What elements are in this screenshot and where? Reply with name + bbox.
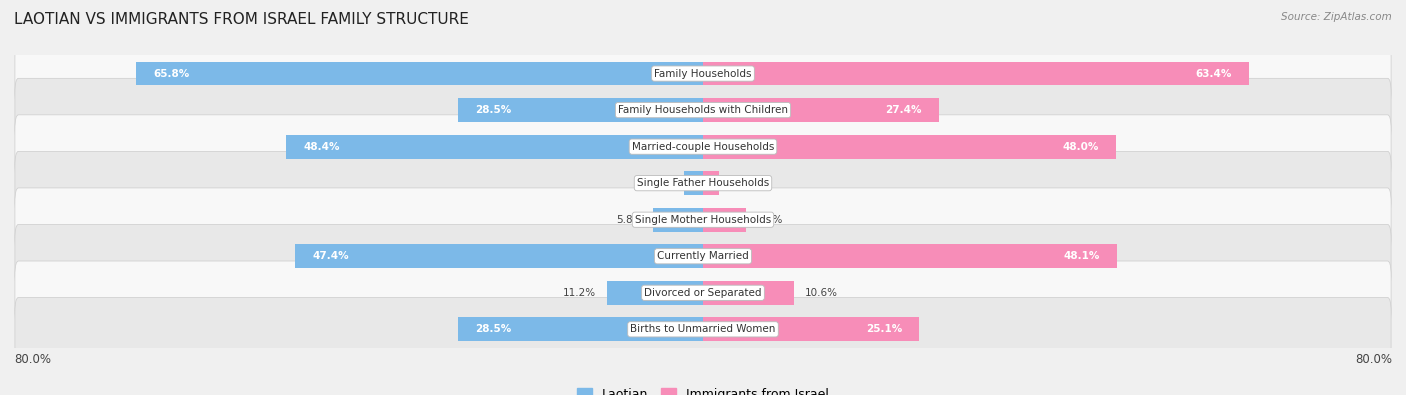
Text: 5.0%: 5.0% — [756, 215, 783, 225]
FancyBboxPatch shape — [15, 188, 1391, 252]
Text: Family Households: Family Households — [654, 69, 752, 79]
Bar — [703, 62, 1249, 85]
Bar — [703, 245, 1118, 268]
Text: 28.5%: 28.5% — [475, 324, 510, 334]
Text: 48.4%: 48.4% — [304, 142, 340, 152]
FancyBboxPatch shape — [15, 261, 1391, 325]
Bar — [703, 171, 718, 195]
Bar — [136, 62, 703, 85]
Bar — [685, 171, 703, 195]
Text: 2.2%: 2.2% — [647, 178, 673, 188]
Text: 48.0%: 48.0% — [1063, 142, 1099, 152]
Bar — [457, 318, 703, 341]
Text: Currently Married: Currently Married — [657, 251, 749, 261]
FancyBboxPatch shape — [15, 224, 1391, 288]
Bar — [457, 98, 703, 122]
Text: Single Father Households: Single Father Households — [637, 178, 769, 188]
Text: 48.1%: 48.1% — [1063, 251, 1099, 261]
FancyBboxPatch shape — [15, 151, 1391, 215]
Text: Single Mother Households: Single Mother Households — [636, 215, 770, 225]
Text: 80.0%: 80.0% — [14, 353, 51, 366]
Text: 65.8%: 65.8% — [153, 69, 190, 79]
Bar — [606, 281, 703, 305]
Bar — [703, 318, 920, 341]
Text: 63.4%: 63.4% — [1195, 69, 1232, 79]
Text: Source: ZipAtlas.com: Source: ZipAtlas.com — [1281, 12, 1392, 22]
Text: Married-couple Households: Married-couple Households — [631, 142, 775, 152]
Text: Births to Unmarried Women: Births to Unmarried Women — [630, 324, 776, 334]
Bar — [652, 208, 703, 231]
Legend: Laotian, Immigrants from Israel: Laotian, Immigrants from Israel — [572, 383, 834, 395]
Text: Family Households with Children: Family Households with Children — [619, 105, 787, 115]
Text: 25.1%: 25.1% — [866, 324, 901, 334]
Bar — [703, 98, 939, 122]
Text: 80.0%: 80.0% — [1355, 353, 1392, 366]
FancyBboxPatch shape — [15, 115, 1391, 179]
Text: 28.5%: 28.5% — [475, 105, 510, 115]
Text: 11.2%: 11.2% — [562, 288, 596, 298]
Bar — [703, 135, 1116, 158]
Text: Divorced or Separated: Divorced or Separated — [644, 288, 762, 298]
FancyBboxPatch shape — [15, 42, 1391, 105]
Bar — [295, 245, 703, 268]
Bar — [287, 135, 703, 158]
Text: 5.8%: 5.8% — [616, 215, 643, 225]
Text: LAOTIAN VS IMMIGRANTS FROM ISRAEL FAMILY STRUCTURE: LAOTIAN VS IMMIGRANTS FROM ISRAEL FAMILY… — [14, 12, 470, 27]
Text: 47.4%: 47.4% — [312, 251, 349, 261]
Text: 27.4%: 27.4% — [886, 105, 922, 115]
Bar — [703, 281, 794, 305]
FancyBboxPatch shape — [15, 297, 1391, 361]
Text: 1.8%: 1.8% — [728, 178, 755, 188]
FancyBboxPatch shape — [15, 78, 1391, 142]
Bar — [703, 208, 747, 231]
Text: 10.6%: 10.6% — [804, 288, 838, 298]
